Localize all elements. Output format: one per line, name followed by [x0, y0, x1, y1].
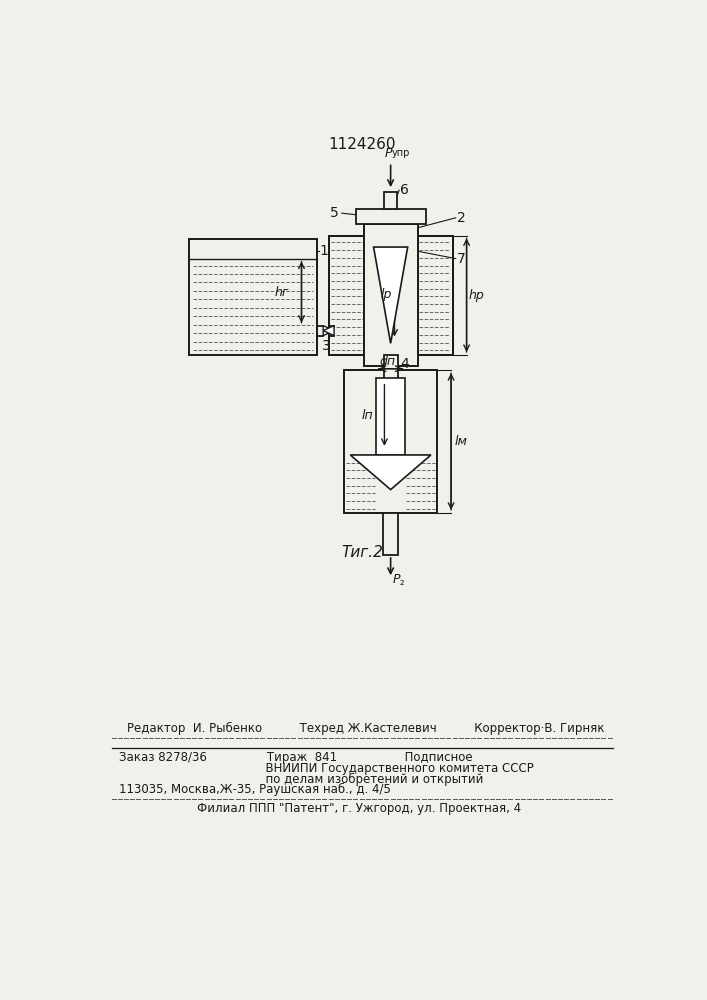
- Bar: [383, 513, 398, 555]
- Text: hр: hр: [469, 289, 485, 302]
- Bar: [329, 235, 452, 355]
- Text: dп: dп: [380, 355, 395, 368]
- Text: P: P: [393, 573, 400, 586]
- Polygon shape: [373, 247, 408, 343]
- Bar: [189, 239, 317, 355]
- Bar: [363, 224, 418, 366]
- Text: Τиг.2: Τиг.2: [341, 545, 383, 560]
- Text: lр: lр: [380, 288, 392, 301]
- Text: по делам изобретений и открытий: по делам изобретений и открытий: [243, 773, 484, 786]
- Bar: [384, 355, 397, 392]
- Text: hг: hг: [274, 286, 289, 299]
- Bar: [376, 378, 405, 455]
- Text: 7: 7: [457, 252, 465, 266]
- Bar: [385, 192, 397, 209]
- Text: 113035, Москва,Ж-35, Раушская наб., д. 4/5: 113035, Москва,Ж-35, Раушская наб., д. 4…: [119, 783, 391, 796]
- Text: 4: 4: [400, 357, 409, 371]
- Polygon shape: [351, 455, 431, 490]
- Polygon shape: [323, 326, 334, 336]
- Polygon shape: [323, 326, 334, 336]
- Text: 2: 2: [457, 211, 465, 225]
- Text: Филиал ППП "Патент", г. Ужгород, ул. Проектная, 4: Филиал ППП "Патент", г. Ужгород, ул. Про…: [197, 802, 521, 815]
- Text: lп: lп: [362, 409, 373, 422]
- Bar: [344, 370, 437, 513]
- Text: Заказ 8278/36                Тираж  841                  Подписное: Заказ 8278/36 Тираж 841 Подписное: [119, 751, 473, 764]
- Text: Редактор  И. Рыбенко          Техред Ж.Кастелевич          Корректор·В. Гирняк: Редактор И. Рыбенко Техред Ж.Кастелевич …: [127, 722, 604, 735]
- Text: 1124260: 1124260: [328, 137, 396, 152]
- Bar: [329, 235, 452, 355]
- Text: упр: упр: [392, 148, 411, 158]
- Text: 1: 1: [320, 244, 328, 258]
- Text: lм: lм: [454, 435, 467, 448]
- Text: 5: 5: [330, 206, 339, 220]
- Text: 3: 3: [322, 339, 331, 353]
- Bar: [356, 209, 426, 224]
- Text: 6: 6: [400, 183, 409, 197]
- Text: Р: Р: [385, 147, 392, 160]
- Text: ₂: ₂: [399, 577, 404, 587]
- Text: ВНИИПИ Государственного комитета СССР: ВНИИПИ Государственного комитета СССР: [243, 762, 534, 775]
